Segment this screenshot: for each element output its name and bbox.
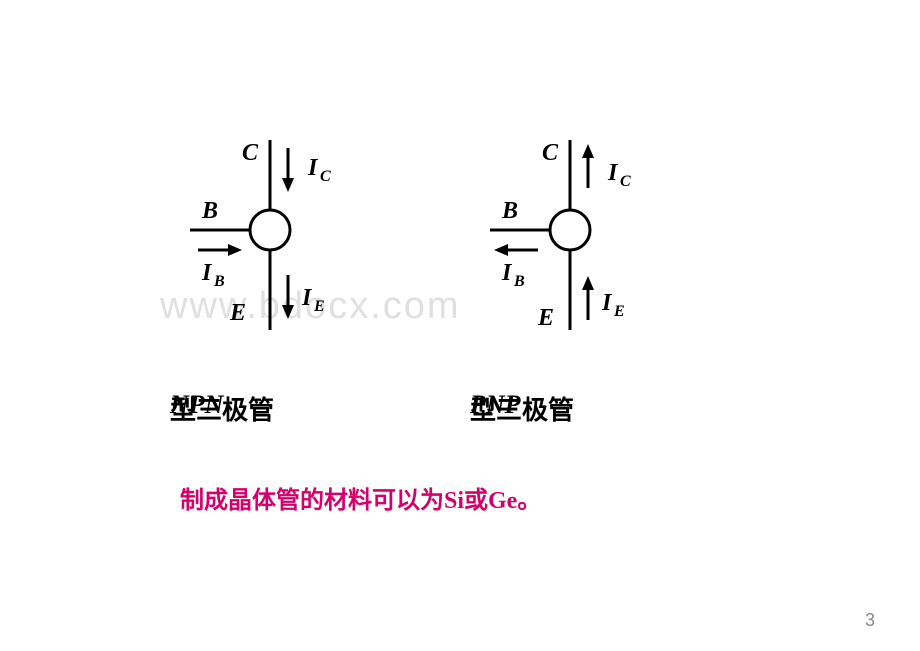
npn-caption-cn: 型三极管 bbox=[170, 390, 274, 427]
npn-label-e: E bbox=[230, 300, 246, 327]
pnp-svg bbox=[470, 120, 670, 340]
footer-connector: 或 bbox=[464, 488, 488, 514]
footer-period: 。 bbox=[517, 488, 541, 514]
pnp-ib: I bbox=[502, 260, 511, 287]
npn-ie: I bbox=[302, 285, 311, 312]
pnp-transistor: C B E I C I B I E bbox=[470, 120, 670, 340]
npn-transistor: C B E I C I B I E bbox=[170, 120, 370, 340]
footer-mat1: Si bbox=[444, 488, 464, 514]
npn-ic-sub: C bbox=[320, 168, 331, 186]
pnp-label-c: C bbox=[542, 140, 558, 167]
footer-prefix: 制成晶体管的材料可以为 bbox=[180, 488, 444, 514]
npn-label-c: C bbox=[242, 140, 258, 167]
pnp-ic-sub: C bbox=[620, 173, 631, 191]
pnp-ie-sub: E bbox=[614, 303, 625, 321]
pnp-label-b: B bbox=[502, 198, 518, 225]
footer-mat2: Ge bbox=[488, 488, 517, 514]
npn-ib: I bbox=[202, 260, 211, 287]
npn-ib-sub: B bbox=[214, 273, 225, 291]
npn-label-b: B bbox=[202, 198, 218, 225]
page-number: 3 bbox=[865, 610, 875, 631]
pnp-label-e: E bbox=[538, 305, 554, 332]
pnp-ie: I bbox=[602, 290, 611, 317]
diagram-area: C B E I C I B I E C B E I C bbox=[0, 120, 920, 400]
npn-ic: I bbox=[308, 155, 317, 182]
pnp-ib-sub: B bbox=[514, 273, 525, 291]
npn-svg bbox=[170, 120, 370, 340]
npn-ie-sub: E bbox=[314, 298, 325, 316]
footer-text: 制成晶体管的材料可以为Si或Ge。 bbox=[180, 480, 541, 515]
pnp-ic: I bbox=[608, 160, 617, 187]
pnp-caption-cn: 型三极管 bbox=[470, 390, 574, 427]
